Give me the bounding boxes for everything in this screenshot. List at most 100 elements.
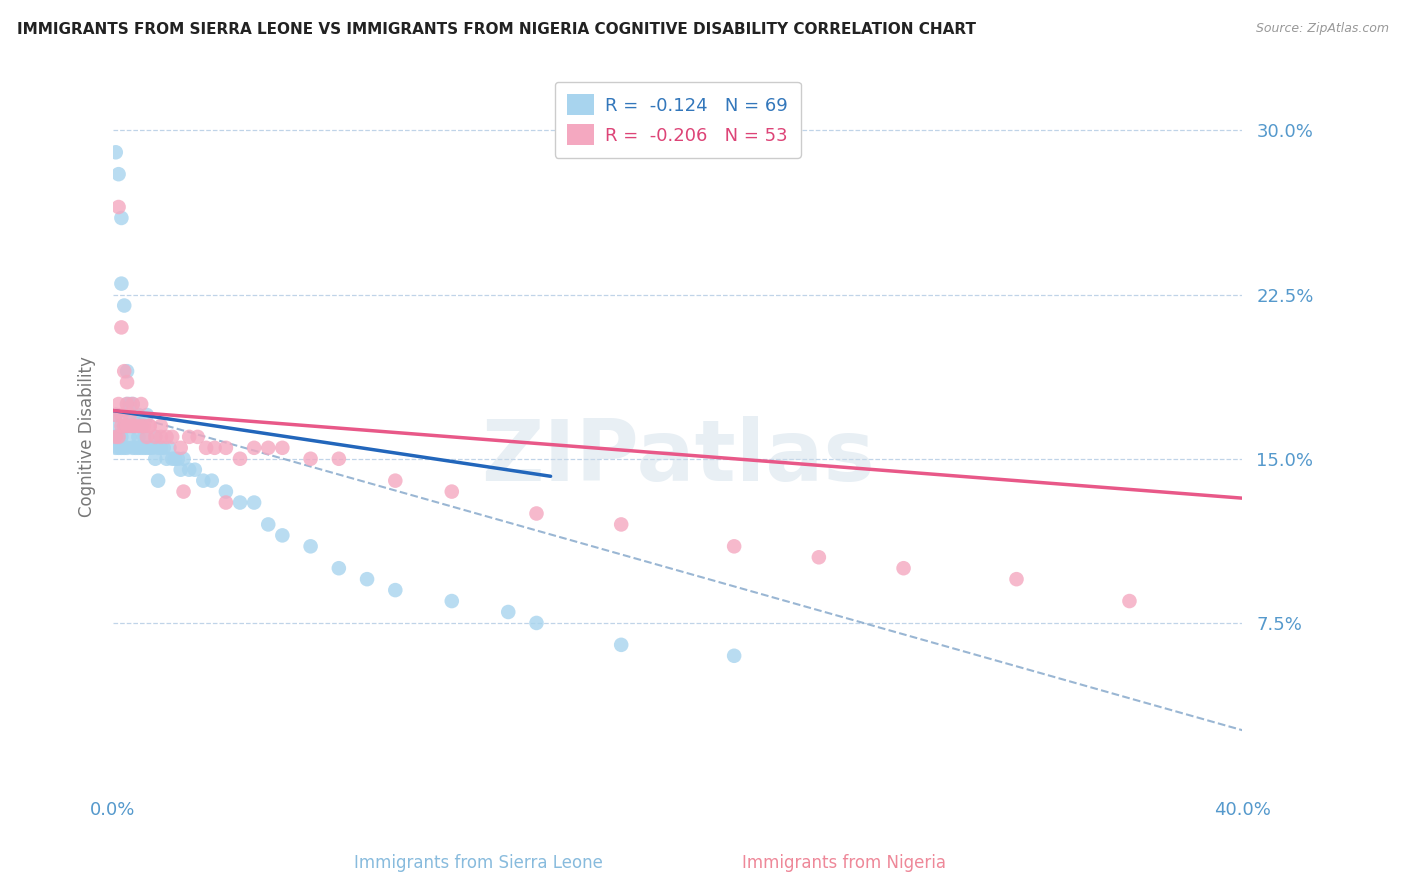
Point [107,397,129,411]
Text: ZIPatlas: ZIPatlas [481,417,875,500]
Point [173,484,195,499]
Point [104,430,127,444]
Point [115,397,138,411]
Point [110,320,132,334]
Point [440,594,463,608]
Point [243,441,266,455]
Point [127,418,149,433]
Point [115,418,138,433]
Point [124,418,146,433]
Point [170,441,193,455]
Point [146,474,169,488]
Point [173,451,195,466]
Point [157,441,180,455]
Point [104,408,127,422]
Point [115,364,138,378]
Point [1118,594,1140,608]
Point [215,484,238,499]
Text: Immigrants from Sierra Leone: Immigrants from Sierra Leone [353,855,603,872]
Point [107,200,129,214]
Point [356,572,378,586]
Point [215,441,238,455]
Point [112,364,135,378]
Point [129,441,152,455]
Point [121,418,143,433]
Point [384,583,406,598]
Point [141,441,163,455]
Point [299,451,322,466]
Point [201,474,224,488]
Point [104,441,127,455]
Point [124,418,146,433]
Point [167,451,190,466]
Point [121,418,143,433]
Point [526,615,548,630]
Point [893,561,915,575]
Legend: R =  -0.124   N = 69, R =  -0.206   N = 53: R = -0.124 N = 69, R = -0.206 N = 53 [555,82,800,158]
Point [143,451,166,466]
Point [143,430,166,444]
Point [138,418,160,433]
Point [160,451,183,466]
Point [124,441,146,455]
Point [257,441,280,455]
Point [170,463,193,477]
Point [152,441,174,455]
Text: Immigrants from Nigeria: Immigrants from Nigeria [741,855,946,872]
Point [110,418,132,433]
Point [187,430,209,444]
Point [146,441,169,455]
Point [526,507,548,521]
Point [129,397,152,411]
Point [135,441,157,455]
Point [132,430,155,444]
Point [195,441,218,455]
Point [610,517,633,532]
Point [118,408,141,422]
Point [121,397,143,411]
Point [160,430,183,444]
Point [610,638,633,652]
Point [107,430,129,444]
Point [132,441,155,455]
Point [110,277,132,291]
Point [127,441,149,455]
Text: IMMIGRANTS FROM SIERRA LEONE VS IMMIGRANTS FROM NIGERIA COGNITIVE DISABILITY COR: IMMIGRANTS FROM SIERRA LEONE VS IMMIGRAN… [17,22,976,37]
Point [121,397,143,411]
Point [384,474,406,488]
Point [155,430,177,444]
Point [179,463,201,477]
Point [132,418,155,433]
Point [115,375,138,389]
Point [271,441,294,455]
Point [129,418,152,433]
Point [243,495,266,509]
Point [143,430,166,444]
Point [110,408,132,422]
Point [807,550,830,565]
Point [104,430,127,444]
Point [107,167,129,181]
Point [135,430,157,444]
Point [104,408,127,422]
Point [118,430,141,444]
Point [257,517,280,532]
Text: Source: ZipAtlas.com: Source: ZipAtlas.com [1256,22,1389,36]
Point [271,528,294,542]
Point [440,484,463,499]
Point [110,430,132,444]
Point [112,418,135,433]
Point [723,648,745,663]
Point [110,441,132,455]
Point [215,495,238,509]
Point [138,441,160,455]
Point [193,474,215,488]
Point [118,397,141,411]
Point [115,418,138,433]
Point [184,463,207,477]
Point [127,408,149,422]
Point [299,539,322,553]
Point [204,441,226,455]
Point [1005,572,1028,586]
Point [127,430,149,444]
